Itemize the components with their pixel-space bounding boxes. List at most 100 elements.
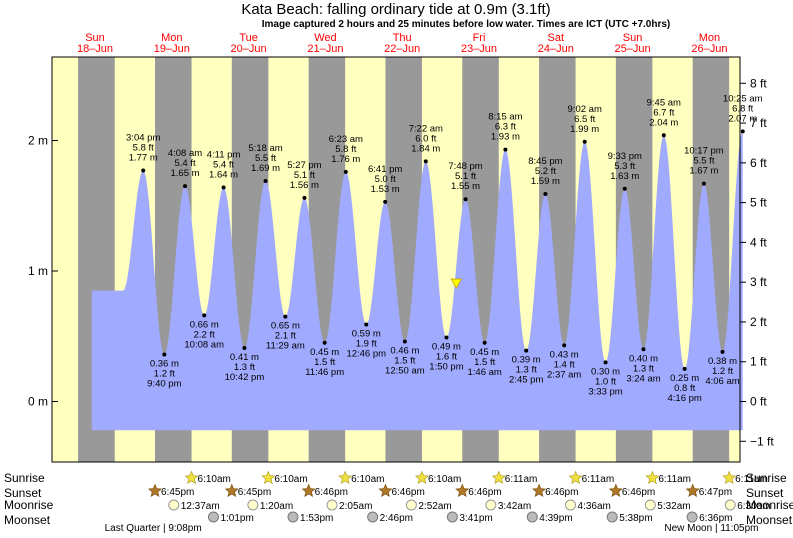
moonrise-time: 1:20am: [260, 501, 293, 512]
low-tide-label: 1:50 pm: [429, 362, 463, 373]
extreme-point: [383, 199, 388, 204]
low-tide-label: 0.66 m: [190, 319, 219, 330]
right-axis-label: 6 ft: [750, 156, 767, 170]
sunset-icon: [147, 483, 163, 498]
high-tide-label: 6.3 ft: [495, 122, 516, 133]
day-date: 24–Jun: [538, 43, 574, 55]
extreme-point: [343, 169, 348, 174]
moonrise-label-right: Moonrise: [746, 498, 793, 512]
sunrise-time: 6:10am: [198, 474, 231, 485]
low-tide-label: 11:46 pm: [305, 367, 344, 378]
extreme-point: [302, 195, 307, 200]
moonrise-icon: [247, 499, 259, 511]
high-tide-label: 8:45 pm: [528, 156, 562, 167]
sunrise-time: 6:11am: [735, 474, 768, 485]
low-tide-label: 1:46 am: [467, 367, 501, 378]
day-headers: Sun18–JunMon19–JunTue20–JunWed21–JunThu2…: [77, 32, 727, 55]
high-tide-label: 6.8 ft: [732, 103, 753, 114]
right-axis-label: −1 ft: [750, 434, 774, 448]
sunrise-icon: [184, 470, 199, 485]
extreme-point: [562, 343, 567, 348]
moonrise-time: 12:37am: [181, 501, 220, 512]
right-axis-label: 5 ft: [750, 196, 767, 210]
low-tide-label: 4:16 pm: [667, 393, 701, 404]
extreme-point: [582, 139, 587, 144]
high-tide-label: 4:08 am: [168, 148, 202, 159]
high-tide-label: 1.65 m: [170, 168, 199, 179]
high-tide-label: 5.0 ft: [375, 174, 396, 185]
day-date: 21–Jun: [307, 43, 343, 55]
moonset-icon: [287, 511, 299, 523]
day-date: 19–Jun: [154, 43, 190, 55]
day-date: 26–Jun: [691, 43, 727, 55]
current-tide-marker: [450, 278, 462, 289]
high-tide-label: 1.53 m: [371, 184, 400, 195]
day-name: Mon: [699, 32, 720, 44]
sunrise-label-right: Sunrise: [746, 471, 787, 485]
sunset-time: 6:46pm: [468, 487, 501, 498]
sunset-time: 6:45pm: [161, 487, 194, 498]
left-axis-label: 2 m: [28, 134, 48, 148]
low-tide-label: 0.8 ft: [674, 383, 695, 394]
sunset-icon: [301, 483, 316, 498]
tide-area: [91, 131, 743, 431]
moonrise-icon: [405, 499, 417, 511]
high-tide-label: 5.5 ft: [693, 156, 714, 167]
extreme-point: [423, 159, 428, 164]
low-tide-label: 2.2 ft: [194, 329, 215, 340]
extreme-point: [524, 348, 529, 353]
low-tide-label: 1.9 ft: [356, 339, 377, 350]
sunrise-label-left: Sunrise: [4, 471, 45, 485]
right-axis-label: 1 ft: [750, 355, 767, 369]
low-tide-label: 2:37 am: [547, 369, 581, 380]
high-tide-label: 6:23 am: [329, 134, 363, 145]
extreme-point: [482, 340, 487, 345]
high-tide-label: 10:17 pm: [684, 146, 724, 157]
moonset-icon: [367, 511, 379, 523]
high-tide-label: 6.0 ft: [415, 133, 436, 144]
low-tide-label: 0.40 m: [629, 353, 658, 364]
extreme-point: [740, 129, 745, 134]
day-name: Fri: [473, 32, 486, 44]
moonset-time: 1:53pm: [300, 513, 333, 524]
sunrise-icon: [645, 470, 660, 485]
high-tide-label: 1.76 m: [331, 154, 360, 165]
high-tide-label: 5:27 pm: [287, 160, 321, 171]
low-tide-label: 12:46 pm: [346, 349, 386, 360]
moonset-label-right: Moonset: [746, 513, 793, 527]
low-tide-label: 3:33 pm: [588, 386, 622, 397]
low-tide-label: 1.2 ft: [154, 369, 175, 380]
moonrise-time: 2:52am: [418, 501, 451, 512]
high-tide-label: 2.07 m: [728, 113, 757, 124]
high-tide-label: 1.55 m: [451, 181, 480, 192]
right-axis-label: 2 ft: [750, 315, 767, 329]
sunset-time: 6:46pm: [622, 487, 655, 498]
high-tide-label: 1.64 m: [209, 169, 238, 180]
moonset-time: 6:36pm: [699, 513, 732, 524]
moonset-icon: [526, 511, 538, 523]
sunset-time: 6:46pm: [315, 487, 348, 498]
low-tide-label: 3:24 am: [626, 373, 660, 384]
moonrise-icon: [168, 499, 180, 511]
extreme-point: [622, 186, 627, 191]
extreme-point: [322, 340, 327, 345]
high-tide-label: 5.1 ft: [294, 170, 315, 181]
sunrise-icon: [491, 470, 506, 485]
right-axis-label: 4 ft: [750, 235, 767, 249]
high-tide-label: 1.63 m: [610, 171, 639, 182]
extreme-point: [183, 184, 188, 189]
moonrise-time: 5:32am: [657, 501, 690, 512]
low-tide-label: 0.49 m: [432, 342, 461, 353]
day-name: Wed: [314, 32, 336, 44]
moonrise-icon: [565, 499, 577, 511]
extreme-point: [543, 192, 548, 197]
extreme-point: [242, 345, 247, 350]
high-tide-label: 5.8 ft: [335, 144, 356, 155]
sunset-time: 6:46pm: [545, 487, 578, 498]
moonrise-icon: [724, 499, 736, 511]
moonrise-icon: [644, 499, 656, 511]
moonrise-icon: [326, 499, 338, 511]
day-name: Mon: [161, 32, 182, 44]
low-tide-label: 1.3 ft: [516, 365, 537, 376]
